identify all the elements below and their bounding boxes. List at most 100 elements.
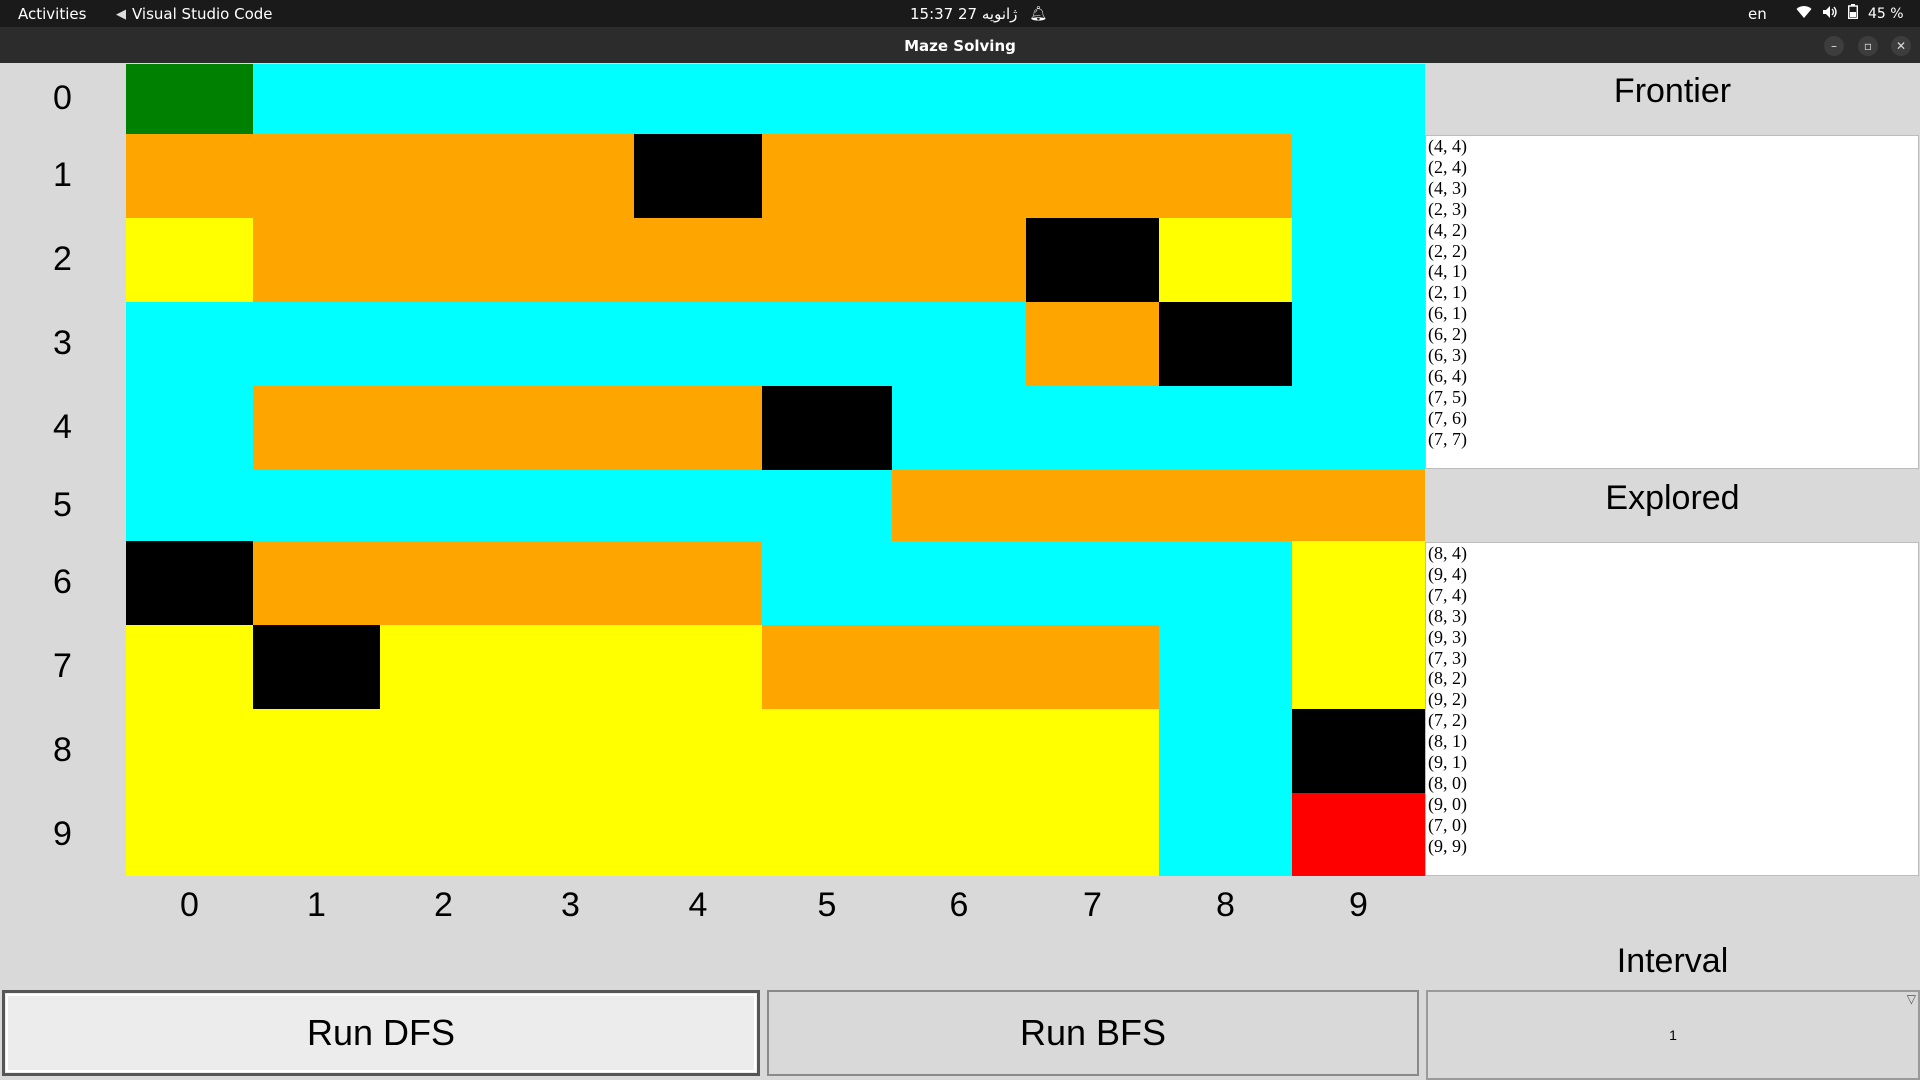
list-item[interactable]: (2, 3): [1428, 198, 1467, 219]
maze-cell: [634, 134, 762, 218]
column-label: 4: [688, 886, 708, 924]
maze-cell: [126, 134, 253, 218]
maze-cell: [507, 64, 634, 134]
list-item[interactable]: (4, 3): [1428, 177, 1467, 198]
system-tray[interactable]: 45 %: [1796, 4, 1904, 23]
explored-title: Explored: [1605, 479, 1740, 517]
list-item[interactable]: (9, 1): [1428, 752, 1467, 773]
maze-cell: [762, 134, 892, 218]
row-label: 9: [53, 814, 72, 853]
clock[interactable]: 15:37 27 ژانویه 🔔︎: [910, 5, 1047, 23]
close-button[interactable]: ✕: [1891, 36, 1911, 56]
maze-cell: [253, 793, 380, 876]
maze-cell: [126, 386, 253, 470]
maze-cell: [380, 64, 507, 134]
maze-cell: [126, 64, 253, 134]
maze-cell: [126, 470, 253, 541]
list-item[interactable]: (8, 3): [1428, 605, 1467, 626]
maze-cell: [1026, 64, 1159, 134]
maze-cell: [126, 541, 253, 625]
maze-cell: [1292, 134, 1425, 218]
list-item[interactable]: (7, 2): [1428, 710, 1467, 731]
frontier-listbox[interactable]: (4, 4) (2, 4) (4, 3) (2, 3) (4, 2) (2, 2) (4, …: [1425, 135, 1919, 469]
list-item[interactable]: (8, 1): [1428, 731, 1467, 752]
app-menu[interactable]: ◀ Visual Studio Code: [116, 5, 273, 23]
maze-cell: [634, 302, 762, 386]
spin-arrow-icon[interactable]: ▽: [1906, 992, 1916, 1006]
maze-cell: [1026, 709, 1159, 793]
maze-cell: [1292, 470, 1425, 541]
maze-cell: [634, 709, 762, 793]
list-item[interactable]: (4, 4): [1428, 136, 1467, 156]
list-item[interactable]: (2, 2): [1428, 240, 1467, 261]
list-item[interactable]: (9, 9): [1428, 835, 1467, 856]
vscode-icon: ◀: [116, 6, 126, 22]
column-label: 2: [434, 886, 453, 924]
run-bfs-button[interactable]: Run BFS: [767, 990, 1419, 1076]
maze-cell: [507, 470, 634, 541]
maze-cell: [1292, 302, 1425, 386]
maze-cell: [380, 793, 507, 876]
maze-cell: [634, 541, 762, 625]
list-item[interactable]: (7, 3): [1428, 647, 1467, 668]
list-item[interactable]: (6, 3): [1428, 345, 1467, 366]
clock-text: 15:37 27 ژانویه: [910, 5, 1018, 23]
maze-cell: [1159, 134, 1292, 218]
row-label: 3: [53, 324, 72, 362]
column-label: 3: [561, 886, 580, 924]
run-dfs-button[interactable]: Run DFS: [2, 990, 760, 1076]
list-item[interactable]: (7, 4): [1428, 584, 1467, 605]
list-item[interactable]: (7, 5): [1428, 386, 1467, 407]
list-item[interactable]: (6, 1): [1428, 303, 1467, 324]
list-item[interactable]: (9, 2): [1428, 689, 1467, 710]
maze-cell: [634, 470, 762, 541]
list-item[interactable]: (7, 6): [1428, 407, 1467, 428]
maze-cell: [762, 302, 892, 386]
list-item[interactable]: (9, 0): [1428, 793, 1467, 814]
maze-cell: [1159, 709, 1292, 793]
language-indicator[interactable]: en: [1748, 5, 1767, 23]
list-item[interactable]: (8, 0): [1428, 772, 1467, 793]
column-label: 5: [817, 886, 837, 924]
list-item[interactable]: (6, 2): [1428, 324, 1467, 345]
maze-cell: [253, 625, 380, 709]
row-label: 0: [53, 79, 72, 117]
list-item[interactable]: (9, 3): [1428, 626, 1467, 647]
list-item[interactable]: (7, 7): [1428, 428, 1467, 449]
list-item[interactable]: (6, 4): [1428, 365, 1467, 386]
maze-cell: [253, 541, 380, 625]
maze-cell: [1292, 386, 1425, 470]
list-item[interactable]: (9, 4): [1428, 563, 1467, 584]
list-item[interactable]: (7, 0): [1428, 814, 1467, 835]
frontier-title: Frontier: [1613, 72, 1732, 110]
list-item[interactable]: (4, 1): [1428, 261, 1467, 282]
interval-spinbox[interactable]: 1 ▽: [1426, 990, 1920, 1080]
explored-listbox[interactable]: (8, 4) (9, 4) (7, 4) (8, 3) (9, 3) (7, 3) (8, …: [1425, 542, 1919, 876]
minimize-button[interactable]: –: [1824, 36, 1844, 56]
column-label: 6: [949, 886, 969, 924]
maze-cell: [762, 541, 892, 625]
maze-cell: [634, 64, 762, 134]
list-item[interactable]: (8, 4): [1428, 543, 1467, 563]
maze-cell: [1292, 218, 1425, 302]
maximize-button[interactable]: ▫: [1858, 36, 1878, 56]
activities-button[interactable]: Activities: [18, 5, 87, 23]
column-label: 9: [1349, 886, 1368, 924]
wifi-icon: [1796, 5, 1812, 23]
maze-cell: [253, 302, 380, 386]
maze-cell: [762, 64, 892, 134]
list-item[interactable]: (2, 4): [1428, 156, 1467, 177]
maze-cell: [762, 470, 892, 541]
maze-cell: [380, 386, 507, 470]
maze-cell: [253, 470, 380, 541]
list-item[interactable]: (8, 2): [1428, 668, 1467, 689]
maze-cell: [507, 541, 634, 625]
column-label: 8: [1216, 886, 1235, 924]
maze-cell: [1159, 64, 1292, 134]
maze-cell: [892, 134, 1026, 218]
list-item[interactable]: (2, 1): [1428, 282, 1467, 303]
column-label: 0: [180, 886, 199, 924]
maze-cell: [507, 625, 634, 709]
maze-cell: [1159, 793, 1292, 876]
list-item[interactable]: (4, 2): [1428, 219, 1467, 240]
